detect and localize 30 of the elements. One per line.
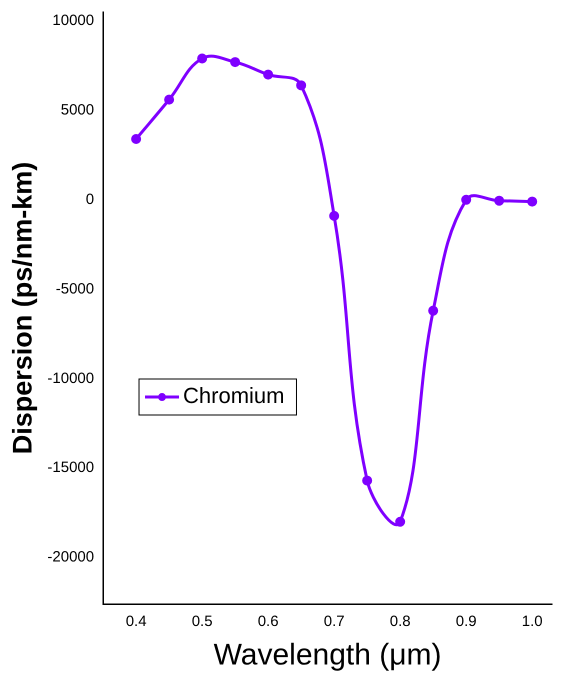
x-tick-label: 0.5 (192, 613, 213, 630)
y-tick-label: 5000 (60, 102, 94, 119)
x-axis-title: Wavelength (μm) (214, 638, 442, 672)
x-tick-label: 1.0 (522, 613, 543, 630)
point (329, 210, 340, 221)
x-tick-label: 0.7 (324, 613, 345, 630)
point (263, 70, 274, 80)
point (362, 476, 372, 486)
point (395, 516, 406, 527)
y-tick-label: -10000 (47, 370, 94, 387)
y-tick-label: 10000 (52, 12, 94, 30)
y-tick-label: -5000 (56, 280, 94, 298)
y-tick-label: 0 (86, 190, 94, 208)
legend-label: Chromium (183, 383, 284, 408)
x-tick-label: 0.9 (456, 613, 477, 630)
point (131, 134, 142, 144)
point (164, 94, 174, 105)
y-tick-label: -15000 (47, 459, 94, 476)
x-tick-label: 0.6 (258, 613, 279, 630)
point (296, 80, 306, 90)
point (527, 196, 538, 207)
x-tick-label: 0.8 (390, 613, 411, 630)
point (230, 57, 240, 68)
x-tick-label: 0.4 (126, 613, 147, 630)
point (494, 196, 504, 206)
point (428, 306, 438, 316)
point (197, 54, 208, 64)
point (461, 194, 472, 205)
y-axis-title: Dispersion (ps/nm-km) (8, 162, 38, 454)
y-tick-label: -20000 (47, 548, 94, 566)
